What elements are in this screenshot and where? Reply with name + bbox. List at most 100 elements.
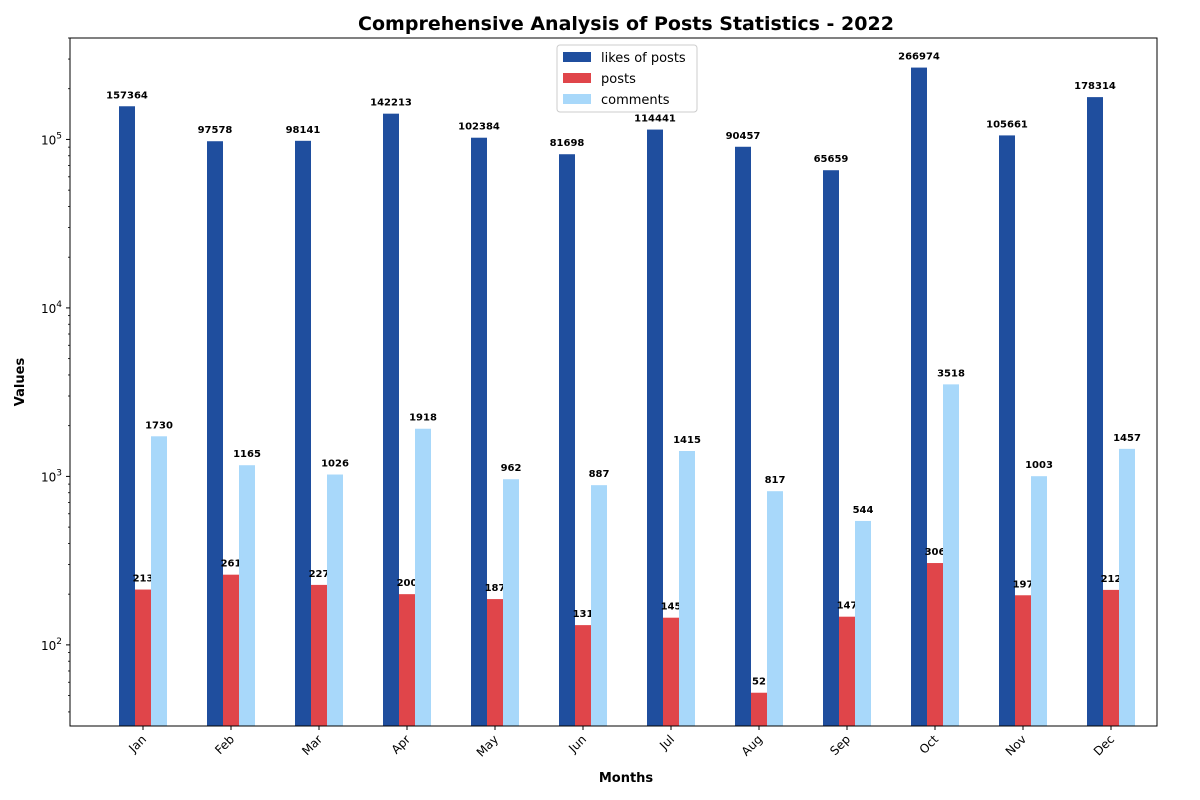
data-label: 131 — [573, 609, 594, 620]
data-label: 962 — [501, 463, 522, 474]
x-tick-label: Jun — [565, 732, 589, 756]
y-tick-label: 102 — [41, 637, 62, 653]
bar-comments-may — [503, 479, 519, 726]
data-label: 1415 — [673, 435, 701, 446]
data-label: 1003 — [1025, 460, 1053, 471]
data-label: 90457 — [726, 131, 761, 142]
data-label: 81698 — [550, 138, 585, 149]
bar-comments-aug — [767, 491, 783, 726]
bar-posts-feb — [223, 574, 239, 726]
chart-title: Comprehensive Analysis of Posts Statisti… — [358, 13, 894, 35]
bar-comments-sep — [855, 520, 871, 726]
bar-likes-of-posts-dec — [1087, 97, 1103, 727]
data-label: 212 — [1101, 574, 1122, 585]
x-tick-label: Jan — [125, 732, 149, 756]
bar-likes-of-posts-jul — [647, 129, 663, 726]
x-axis-label: Months — [599, 771, 654, 786]
x-tick-label: Oct — [917, 732, 942, 757]
bar-likes-of-posts-feb — [207, 141, 223, 727]
data-label: 147 — [837, 601, 858, 612]
bar-comments-dec — [1119, 448, 1135, 726]
bar-posts-jul — [663, 617, 679, 726]
x-tick-label: Jul — [656, 732, 677, 753]
data-label: 105661 — [986, 119, 1028, 130]
legend-box — [556, 44, 698, 113]
y-axis-label: Values — [13, 358, 28, 407]
legend-label: posts — [601, 72, 636, 87]
bar-likes-of-posts-sep — [823, 170, 839, 727]
data-label: 65659 — [814, 154, 849, 165]
bar-likes-of-posts-mar — [295, 140, 311, 726]
bar-posts-dec — [1103, 589, 1119, 726]
legend-swatch — [563, 73, 591, 83]
bar-posts-oct — [927, 563, 943, 726]
y-tick-label: 103 — [41, 468, 62, 484]
data-label: 52 — [752, 677, 766, 688]
legend: likes of posts posts comments — [556, 44, 698, 113]
data-label: 98141 — [286, 125, 321, 136]
legend-swatch — [563, 52, 591, 62]
bar-posts-may — [487, 599, 503, 726]
legend-label: comments — [601, 93, 670, 108]
bar-comments-oct — [943, 384, 959, 726]
bar-posts-mar — [311, 584, 327, 726]
data-label: 266974 — [898, 52, 940, 63]
x-tick-label: Apr — [389, 732, 414, 757]
bar-comments-jun — [591, 485, 607, 726]
bar-likes-of-posts-oct — [911, 67, 927, 726]
bar-comments-jan — [151, 436, 167, 726]
bar-comments-feb — [239, 465, 255, 726]
data-label: 887 — [589, 469, 610, 480]
data-label: 1026 — [321, 459, 349, 470]
bar-comments-mar — [327, 474, 343, 726]
x-tick-label: Dec — [1091, 732, 1117, 758]
x-tick-label: Sep — [827, 732, 853, 758]
bar-likes-of-posts-jun — [559, 154, 575, 727]
data-label: 817 — [765, 475, 786, 486]
data-label: 97578 — [198, 125, 233, 136]
bar-likes-of-posts-may — [471, 137, 487, 726]
bar-comments-jul — [679, 451, 695, 726]
bar-posts-nov — [1015, 595, 1031, 726]
data-label: 145 — [661, 602, 682, 613]
plot-frame — [69, 37, 1158, 727]
data-label: 261 — [221, 559, 242, 570]
plot-area: 157364 97578 98141 142213 102384 81698 114441 9… — [41, 37, 1158, 760]
y-tick-label: 104 — [41, 300, 62, 316]
data-label: 1457 — [1113, 433, 1141, 444]
x-tick-label: May — [474, 732, 501, 759]
data-label: 102384 — [458, 122, 500, 133]
bar-comments-apr — [415, 428, 431, 726]
bar-likes-of-posts-jan — [119, 106, 135, 726]
legend-swatch — [563, 94, 591, 104]
data-label: 142213 — [370, 98, 412, 109]
x-tick-label: Feb — [212, 732, 237, 757]
data-label: 306 — [925, 547, 946, 558]
bar-posts-sep — [839, 616, 855, 726]
bar-likes-of-posts-aug — [735, 146, 751, 726]
bar-posts-jun — [575, 625, 591, 726]
data-label: 213 — [133, 574, 154, 585]
bar-posts-jan — [135, 589, 151, 726]
x-tick-label: Mar — [299, 732, 325, 758]
data-label: 1918 — [409, 413, 437, 424]
data-label: 200 — [397, 578, 418, 589]
data-label: 187 — [485, 583, 506, 594]
bar-comments-nov — [1031, 476, 1047, 726]
bar-posts-apr — [399, 594, 415, 726]
data-label: 114441 — [634, 114, 676, 125]
data-label: 544 — [853, 505, 874, 516]
data-label: 197 — [1013, 579, 1034, 590]
bar-likes-of-posts-apr — [383, 113, 399, 727]
data-label: 178314 — [1074, 81, 1116, 92]
bar-posts-aug — [751, 692, 767, 726]
data-label: 3518 — [937, 368, 965, 379]
y-tick-label: 105 — [41, 131, 62, 147]
data-label: 1730 — [145, 420, 173, 431]
data-label: 157364 — [106, 90, 148, 101]
data-label: 1165 — [233, 449, 261, 460]
bar-likes-of-posts-nov — [999, 135, 1015, 726]
x-tick-label: Nov — [1003, 732, 1029, 758]
data-label: 227 — [309, 569, 330, 580]
